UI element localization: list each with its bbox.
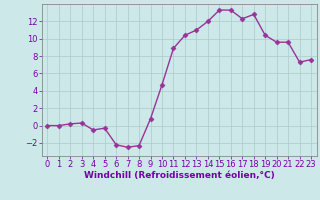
X-axis label: Windchill (Refroidissement éolien,°C): Windchill (Refroidissement éolien,°C) (84, 171, 275, 180)
